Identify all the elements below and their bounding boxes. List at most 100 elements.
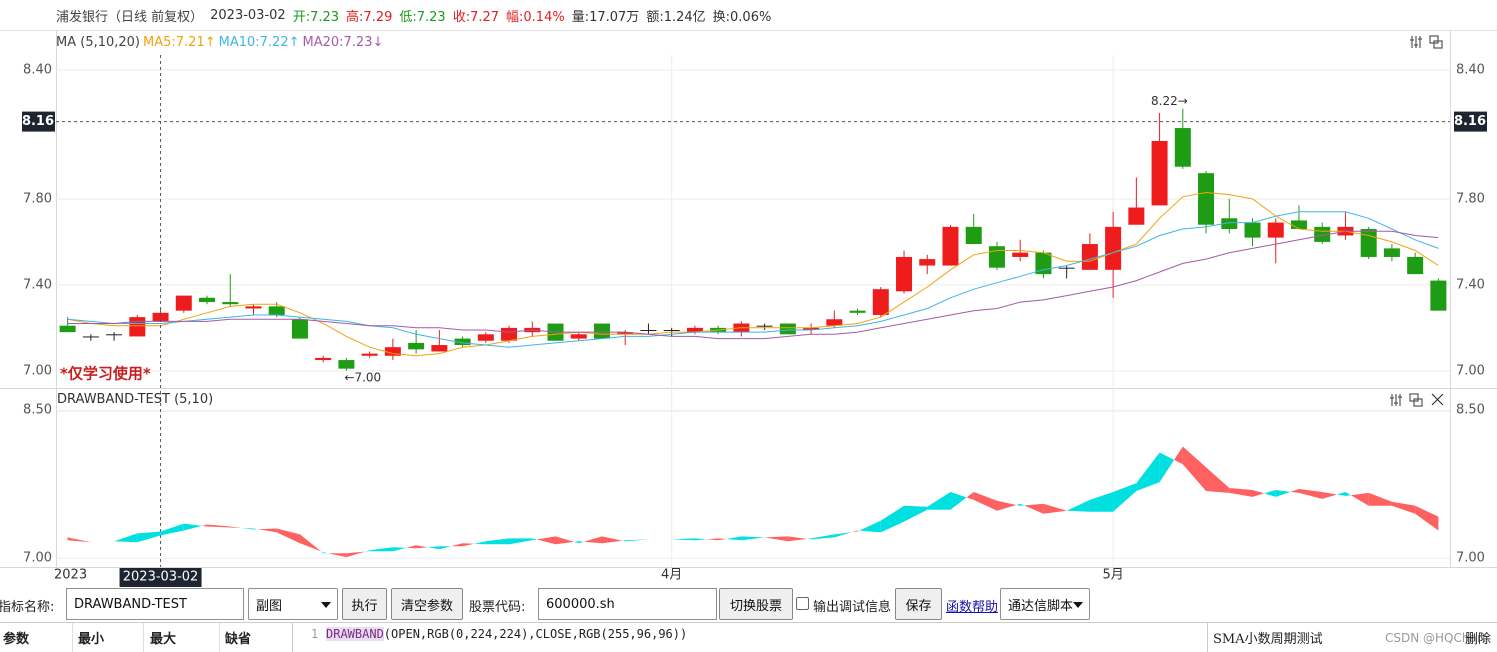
run-button[interactable]: 执行 [342, 588, 387, 620]
band-segment [1350, 492, 1369, 506]
code-input[interactable]: 600000.sh [538, 588, 717, 620]
candle-body [803, 327, 820, 330]
candle-body [1105, 226, 1122, 270]
candle-body [593, 323, 610, 339]
band-segment [927, 492, 951, 510]
band-segment [258, 528, 277, 533]
ma-line [67, 211, 1439, 348]
band-segment [1252, 490, 1265, 497]
candle-body [431, 345, 448, 352]
candle-body [245, 306, 262, 309]
y-tick-label: 7.00 [1456, 551, 1485, 566]
code-keyword: DRAWBAND [326, 627, 384, 641]
clear-button[interactable]: 清空参数 [391, 588, 463, 620]
band-segment [1066, 499, 1090, 512]
candle-body [199, 297, 216, 303]
band-segment [160, 523, 184, 536]
band-segment [857, 530, 860, 532]
band-segment [1299, 489, 1323, 499]
band-segment [300, 534, 321, 552]
candle-body [408, 342, 425, 350]
quote-item: 换:0.06% [712, 9, 772, 25]
band-segment [1322, 492, 1337, 499]
candle-body [361, 353, 378, 356]
indicator-input[interactable]: DRAWBAND-TEST [66, 588, 244, 620]
band-segment [509, 538, 533, 545]
chart: 7.00 7.00 7.40 7.40 7.80 7.80 8.40 8.40 7.00 7.00… [0, 30, 1497, 587]
window-select[interactable]: 副图 [248, 588, 338, 620]
debug-checkbox[interactable] [796, 597, 809, 610]
band-segment [904, 505, 928, 522]
band-segment [966, 492, 974, 500]
band-segment [67, 537, 91, 543]
band-segment [973, 492, 997, 511]
band-segment [183, 523, 202, 531]
band-segment [1275, 490, 1291, 497]
x-tick-label: 5月 [1102, 568, 1123, 583]
crosshair-box [22, 111, 55, 132]
band-segment [583, 536, 602, 544]
candle-body [942, 226, 959, 266]
script-select[interactable]: 通达信脚本 [1000, 588, 1090, 620]
y-tick-label: 8.50 [1456, 403, 1485, 418]
table-header: 最小 [78, 632, 105, 647]
quote-item: 开:7.23 [292, 9, 340, 25]
y-tick-label: 8.40 [23, 63, 52, 78]
candle-body [1383, 248, 1400, 257]
switch-button[interactable]: 切换股票 [719, 588, 793, 620]
band-segment [327, 553, 347, 558]
band-segment [365, 550, 370, 552]
band-segment [406, 545, 417, 549]
ma-label: MA (5,10,20) [56, 34, 141, 50]
quote-item: 量:17.07万 [571, 9, 640, 25]
band-segment [392, 547, 407, 552]
help-link[interactable]: 函数帮助 [946, 600, 999, 615]
band-segment [416, 545, 428, 549]
candle-body [384, 347, 401, 356]
quote-item: 额:1.24亿 [646, 9, 706, 25]
band-segment [718, 538, 726, 541]
candle-body [1267, 222, 1284, 238]
band-segment [625, 539, 649, 542]
band-segment [574, 541, 579, 544]
quote-item: 幅:0.14% [506, 9, 565, 25]
y-tick-label: 7.00 [23, 363, 52, 378]
candle-body [686, 327, 703, 333]
band-segment [1229, 488, 1253, 497]
y-tick-label: 7.40 [23, 277, 52, 292]
quote-item: 收:7.27 [452, 9, 500, 25]
candle-body [1198, 173, 1215, 225]
delete-button[interactable]: 删除 [1465, 632, 1492, 647]
candle-body [1151, 140, 1168, 206]
y-tick-label: 7.80 [1456, 191, 1485, 206]
script-name[interactable]: SMA小数周期测试 [1213, 632, 1323, 647]
candle-body [570, 334, 587, 339]
save-button[interactable]: 保存 [895, 588, 942, 620]
band-segment [834, 532, 852, 538]
band-segment [1043, 503, 1067, 514]
crosshair-box [119, 568, 202, 587]
band-segment [346, 551, 365, 558]
candle-body [1012, 252, 1029, 257]
band-segment [1182, 446, 1206, 491]
band-segment [474, 541, 486, 545]
band-segment [320, 551, 324, 554]
candle-body [826, 319, 843, 326]
table-header: 最大 [150, 632, 177, 647]
band-segment [1016, 503, 1021, 506]
band-segment [276, 528, 300, 544]
band-segment [201, 524, 207, 527]
candle-body [268, 306, 285, 315]
toolbar-icons [1390, 35, 1444, 407]
quote-item: 低:7.23 [399, 9, 446, 25]
y-tick-label: 8.50 [23, 403, 52, 418]
candle-body [1360, 229, 1377, 257]
crosshair-label: 8.16 [22, 114, 54, 129]
band-segment [90, 541, 115, 543]
band-segment [369, 547, 393, 552]
band-segment [1174, 446, 1183, 465]
band-segment [253, 528, 259, 530]
candle-body [1430, 280, 1447, 311]
watermark: CSDN @HQChart [1385, 630, 1487, 645]
